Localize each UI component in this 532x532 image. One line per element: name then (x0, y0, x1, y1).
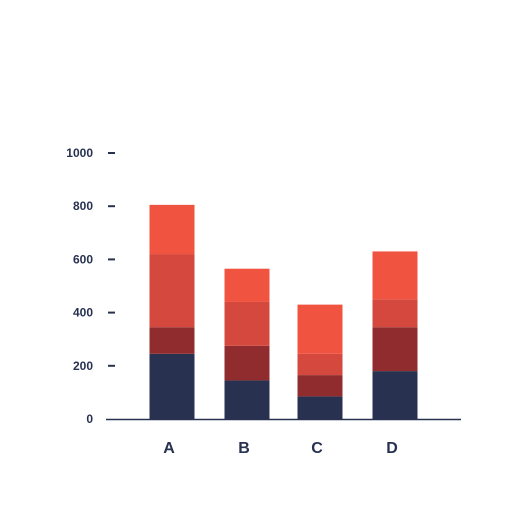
x-category-label-c: C (311, 440, 323, 457)
y-tick-label-600: 600 (73, 252, 93, 266)
y-tick-label-200: 200 (73, 359, 93, 373)
bar-a-segment-4 (149, 204, 195, 255)
x-category-label-d: D (386, 440, 398, 457)
bar-d-segment-3 (372, 299, 418, 328)
bar-d-segment-2 (372, 327, 418, 372)
bar-c-segment-4 (297, 304, 343, 354)
bar-a-segment-3 (149, 254, 195, 328)
bar-b-segment-2 (224, 345, 270, 381)
bar-b-segment-3 (224, 301, 270, 346)
bars-layer (149, 204, 418, 419)
bar-c-segment-3 (297, 353, 343, 376)
bar-c-segment-2 (297, 375, 343, 397)
bar-d-segment-1 (372, 371, 418, 419)
bar-b-segment-4 (224, 268, 270, 302)
bar-a-segment-2 (149, 327, 195, 354)
y-tick-label-400: 400 (73, 306, 93, 320)
bar-c-segment-1 (297, 396, 343, 419)
bar-d-segment-4 (372, 251, 418, 300)
y-tick-label-0: 0 (86, 412, 93, 426)
bar-b-segment-1 (224, 380, 270, 419)
x-category-label-a: A (163, 440, 175, 457)
axis-layer (106, 152, 461, 421)
y-tick-label-800: 800 (73, 199, 93, 213)
x-category-label-b: B (238, 440, 250, 457)
bar-a-segment-1 (149, 353, 195, 419)
labels-layer: 0 200 400 600 800 1000 A B C D (66, 146, 397, 457)
y-tick-label-1000: 1000 (66, 146, 93, 160)
